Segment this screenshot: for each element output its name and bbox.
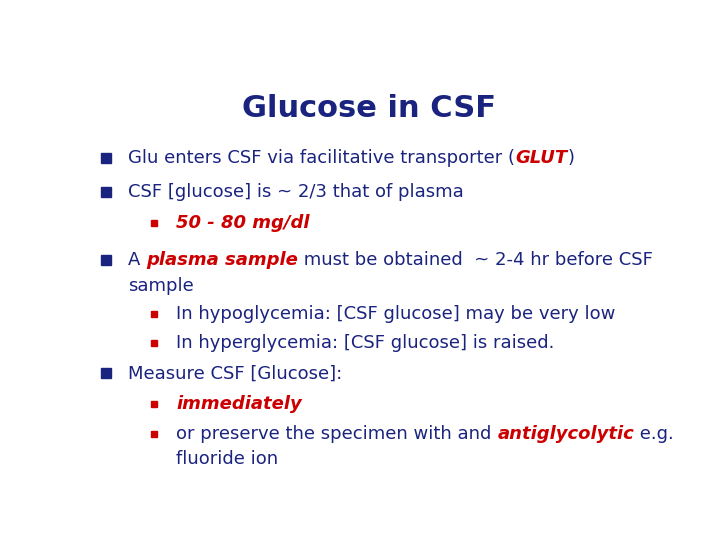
Text: fluoride ion: fluoride ion xyxy=(176,450,279,468)
Text: A: A xyxy=(128,251,146,269)
Text: must be obtained  ~ 2-4 hr before CSF: must be obtained ~ 2-4 hr before CSF xyxy=(298,251,653,269)
Text: ): ) xyxy=(567,150,574,167)
Text: immediately: immediately xyxy=(176,395,302,413)
Text: sample: sample xyxy=(128,277,194,295)
Text: Glu enters CSF via facilitative transporter (: Glu enters CSF via facilitative transpor… xyxy=(128,150,515,167)
Text: Measure CSF [Glucose]:: Measure CSF [Glucose]: xyxy=(128,364,342,382)
Text: In hypoglycemia: [CSF glucose] may be very low: In hypoglycemia: [CSF glucose] may be ve… xyxy=(176,305,616,323)
Text: plasma sample: plasma sample xyxy=(146,251,298,269)
Text: antiglycolytic: antiglycolytic xyxy=(498,425,634,443)
Text: or preserve the specimen with and: or preserve the specimen with and xyxy=(176,425,498,443)
Text: e.g.: e.g. xyxy=(634,425,674,443)
Text: In hyperglycemia: [CSF glucose] is raised.: In hyperglycemia: [CSF glucose] is raise… xyxy=(176,334,555,353)
Text: Glucose in CSF: Glucose in CSF xyxy=(242,94,496,123)
Text: 50 - 80 mg/dl: 50 - 80 mg/dl xyxy=(176,214,310,232)
Text: CSF [glucose] is ~ 2/3 that of plasma: CSF [glucose] is ~ 2/3 that of plasma xyxy=(128,183,464,201)
Text: GLUT: GLUT xyxy=(515,150,567,167)
